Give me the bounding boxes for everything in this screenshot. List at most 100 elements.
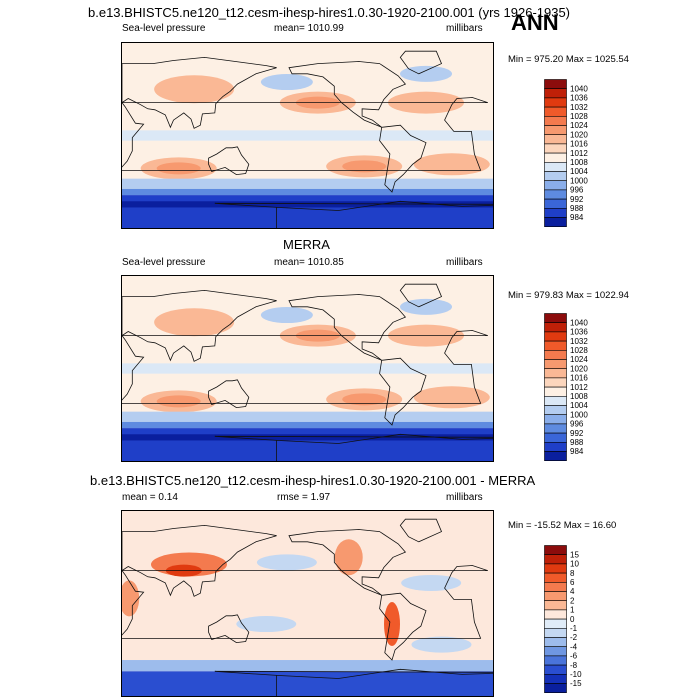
colorbar-label: 996 bbox=[570, 186, 584, 195]
southern-bias-band bbox=[122, 671, 493, 696]
panel2-map bbox=[121, 275, 494, 462]
panel2-minmax-label: Min = 979.83 Max = 1022.94 bbox=[508, 290, 629, 301]
coastline-africa bbox=[122, 97, 488, 171]
colorbar-box bbox=[544, 180, 567, 191]
circumpolar-trough bbox=[122, 201, 493, 208]
colorbar-label: 1024 bbox=[570, 355, 588, 364]
colorbar-label: 10 bbox=[570, 560, 579, 569]
coastline-south-america bbox=[379, 124, 427, 193]
equatorial-trough bbox=[122, 130, 493, 141]
panel1-map bbox=[121, 42, 494, 229]
colorbar-box bbox=[544, 600, 567, 611]
season-label: ANN bbox=[511, 10, 559, 35]
colorbar-label: -15 bbox=[570, 679, 582, 688]
colorbar-label: -4 bbox=[570, 642, 578, 651]
colorbar-box bbox=[544, 198, 567, 209]
colorbar-box bbox=[544, 189, 567, 200]
colorbar-box bbox=[544, 115, 567, 126]
panel3-rmse-label: rmse = 1.97 bbox=[277, 492, 331, 503]
colorbar-label: 1012 bbox=[570, 383, 588, 392]
colorbar-label: 4 bbox=[570, 587, 575, 596]
colorbar-label: 1000 bbox=[570, 176, 588, 185]
colorbar-label: 1 bbox=[570, 606, 575, 615]
colorbar-label: 1004 bbox=[570, 401, 588, 410]
circumpolar-trough bbox=[122, 434, 493, 441]
colorbar-box bbox=[544, 349, 567, 360]
siberian-high bbox=[154, 75, 235, 104]
colorbar-box bbox=[544, 423, 567, 434]
colorbar-label: 984 bbox=[570, 213, 584, 222]
colorbar-label: 8 bbox=[570, 569, 575, 578]
colorbar-box bbox=[544, 545, 567, 555]
colorbar-box bbox=[544, 134, 567, 145]
colorbar-label: -1 bbox=[570, 624, 578, 633]
colorbar-label: 15 bbox=[570, 550, 579, 559]
subtropical-high bbox=[413, 386, 490, 409]
colorbar-label: 6 bbox=[570, 578, 575, 587]
panel1-colorbar: 1040 1036 1032 1028 1024 1020 1016 1012 1008 1004… bbox=[544, 79, 614, 228]
coastline-antarctica bbox=[214, 200, 493, 228]
coastline-north-america bbox=[288, 61, 407, 128]
colorbar-box bbox=[544, 554, 567, 565]
colorbar-box bbox=[544, 386, 567, 397]
subpolar-low bbox=[260, 74, 313, 91]
colorbar-box bbox=[544, 618, 567, 629]
colorbar-box bbox=[544, 414, 567, 425]
colorbar-box bbox=[544, 313, 567, 323]
colorbar-box bbox=[544, 442, 567, 452]
colorbar-box bbox=[544, 208, 567, 218]
colorbar-label: 992 bbox=[570, 429, 584, 438]
colorbar-label: 996 bbox=[570, 420, 584, 429]
colorbar-box bbox=[544, 88, 567, 99]
panel2-units-label: millibars bbox=[446, 257, 483, 268]
colorbar-box bbox=[544, 162, 567, 172]
colorbar-label: 1000 bbox=[570, 410, 588, 419]
colorbar-box bbox=[544, 359, 567, 369]
colorbar-box bbox=[544, 217, 567, 227]
figure-title: b.e13.BHISTC5.ne120_t12.cesm-ihesp-hires… bbox=[88, 5, 571, 20]
siberian-high bbox=[154, 308, 235, 337]
coastline-south-america bbox=[379, 357, 427, 426]
colorbar-box bbox=[544, 396, 567, 406]
colorbar-box bbox=[544, 405, 567, 415]
colorbar-box bbox=[544, 637, 567, 647]
southern-ocean-band bbox=[122, 411, 493, 422]
subtropical-high-core bbox=[342, 393, 387, 406]
colorbar-label: 984 bbox=[570, 447, 584, 456]
colorbar-label: 1016 bbox=[570, 374, 588, 383]
southern-bias-band bbox=[122, 660, 493, 672]
colorbar-label: 992 bbox=[570, 195, 584, 204]
colorbar-label: -8 bbox=[570, 661, 578, 670]
subtropical-high-core bbox=[342, 160, 387, 173]
colorbar-label: 2 bbox=[570, 596, 575, 605]
colorbar-box bbox=[544, 377, 567, 388]
panel3-mean-label: mean = 0.14 bbox=[122, 492, 178, 503]
panel2-colorbar: 1040 1036 1032 1028 1024 1020 1016 1012 1008 1004… bbox=[544, 313, 614, 462]
coastline-greenland bbox=[399, 518, 443, 543]
colorbar-box bbox=[544, 581, 567, 592]
panel2-mean-label: mean= 1010.85 bbox=[274, 257, 344, 268]
colorbar-box bbox=[544, 97, 567, 108]
southern-ocean-band bbox=[122, 188, 493, 196]
southern-ocean-band bbox=[122, 428, 493, 461]
colorbar-box bbox=[544, 591, 567, 601]
coastline-antarctica bbox=[214, 433, 493, 461]
subtropical-high-core bbox=[156, 162, 201, 175]
colorbar-label: 1036 bbox=[570, 94, 588, 103]
colorbar-label: 1040 bbox=[570, 84, 588, 93]
coastline-greenland bbox=[399, 283, 443, 308]
colorbar-label: 0 bbox=[570, 615, 575, 624]
panel1-minmax-label: Min = 975.20 Max = 1025.54 bbox=[508, 54, 629, 65]
coastline-north-america bbox=[288, 294, 407, 361]
panel2-variable-label: Sea-level pressure bbox=[122, 257, 206, 268]
colorbar-box bbox=[544, 563, 567, 574]
colorbar-box bbox=[544, 451, 567, 461]
panel1-variable-label: Sea-level pressure bbox=[122, 23, 206, 34]
coastline-europe-asia bbox=[122, 56, 277, 129]
colorbar-box bbox=[544, 674, 567, 684]
subpolar-low bbox=[260, 307, 313, 324]
panel2-title: MERRA bbox=[283, 237, 330, 252]
equatorial-trough bbox=[122, 363, 493, 374]
high-terrain-bias bbox=[384, 602, 401, 647]
coastline-south-america bbox=[379, 592, 427, 661]
